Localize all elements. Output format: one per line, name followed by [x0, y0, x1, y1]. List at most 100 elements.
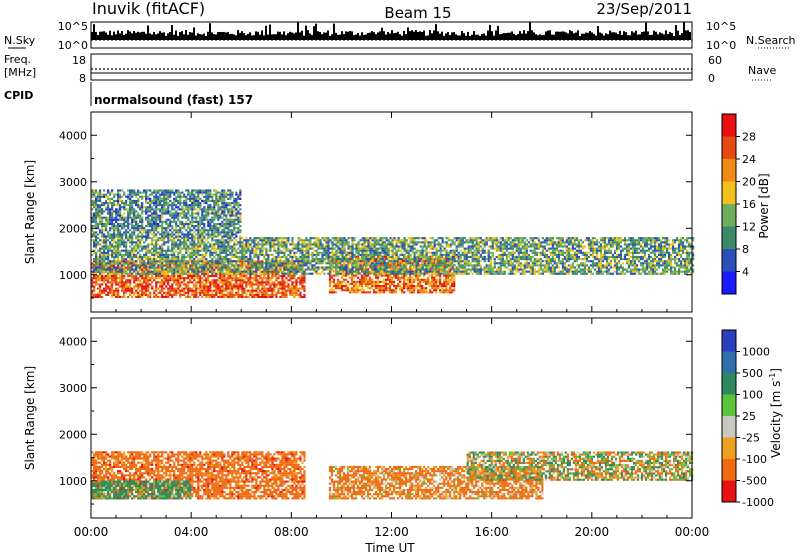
heatmap-cell [397, 278, 400, 281]
heatmap-cell [281, 241, 284, 244]
noise-bar [209, 23, 211, 40]
heatmap-cell [368, 272, 372, 275]
heatmap-cell [103, 260, 106, 263]
heatmap-cell [335, 251, 338, 254]
heatmap-cell [373, 264, 376, 267]
heatmap-cell [273, 281, 276, 284]
heatmap-cell [237, 266, 240, 269]
heatmap-cell [443, 272, 446, 275]
heatmap-cell [243, 291, 246, 294]
heatmap-cell [403, 274, 406, 277]
heatmap-cell [409, 262, 412, 265]
heatmap-cell [107, 260, 110, 263]
heatmap-cell [373, 247, 376, 250]
heatmap-cell [135, 283, 138, 286]
noise-bar [347, 31, 349, 40]
heatmap-cell [151, 275, 154, 278]
heatmap-cell [275, 277, 278, 280]
heatmap-cell [443, 268, 446, 271]
heatmap-cell [241, 277, 244, 280]
heatmap-cell [343, 266, 346, 269]
heatmap-cell [373, 243, 376, 246]
heatmap-cell [97, 279, 100, 282]
heatmap-cell [393, 245, 396, 248]
heatmap-cell [103, 262, 106, 265]
heatmap-cell [227, 262, 230, 265]
heatmap-cell [131, 272, 134, 275]
heatmap-cell [297, 237, 300, 240]
heatmap-cell [267, 262, 270, 265]
heatmap-cell [195, 247, 198, 250]
heatmap-cell [405, 255, 408, 259]
heatmap-cell [169, 279, 172, 282]
heatmap-cell [93, 272, 96, 275]
heatmap-cell [185, 287, 188, 290]
heatmap-cell [303, 241, 306, 244]
heatmap-cell [217, 289, 220, 292]
noise-bar [193, 27, 195, 40]
heatmap-cell [135, 245, 138, 248]
heatmap-cell [385, 243, 388, 246]
heatmap-cell [165, 268, 168, 271]
heatmap-cell [411, 280, 414, 283]
heatmap-cell [346, 266, 350, 269]
heatmap-cell [345, 264, 348, 267]
heatmap-cell [161, 247, 164, 250]
heatmap-cell [325, 253, 328, 256]
heatmap-cell [367, 239, 370, 242]
heatmap-cell [111, 275, 114, 278]
heatmap-cell [365, 237, 368, 240]
heatmap-cell [209, 287, 212, 290]
heatmap-cell [217, 262, 220, 265]
heatmap-cell [109, 289, 112, 292]
heatmap-cell [384, 282, 388, 286]
heatmap-cell [159, 277, 162, 280]
heatmap-cell [143, 279, 146, 282]
heatmap-cell [219, 293, 222, 296]
heatmap-cell [299, 293, 302, 296]
heatmap-cell [289, 272, 292, 275]
heatmap-cell [131, 237, 134, 240]
heatmap-cell [355, 270, 358, 273]
heatmap-cell [263, 247, 266, 250]
noise-bar [259, 34, 261, 40]
heatmap-cell [275, 291, 278, 294]
heatmap-cell [343, 255, 346, 259]
heatmap-cell [373, 239, 376, 242]
heatmap-cell [387, 247, 390, 250]
heatmap-cell [427, 251, 430, 254]
noise-bar [281, 34, 283, 40]
heatmap-cell [219, 279, 222, 282]
heatmap-cell [127, 279, 130, 282]
heatmap-cell [411, 287, 414, 290]
heatmap-cell [237, 287, 240, 290]
heatmap-cell [409, 258, 412, 261]
cpid-value: normalsound (fast) 157 [94, 93, 253, 107]
heatmap-cell [381, 255, 384, 259]
heatmap-cell [283, 279, 286, 282]
heatmap-cell [161, 275, 164, 278]
heatmap-cell [203, 243, 206, 246]
heatmap-cell [419, 274, 422, 277]
heatmap-cell [163, 291, 166, 294]
heatmap-cell [383, 249, 386, 252]
heatmap-cell [107, 255, 110, 259]
heatmap-cell [399, 249, 402, 252]
heatmap-cell [163, 258, 166, 261]
heatmap-cell [165, 258, 168, 261]
heatmap-cell [121, 283, 124, 286]
heatmap-cell [181, 255, 184, 259]
heatmap-cell [245, 275, 248, 278]
noise-bar [409, 31, 411, 40]
heatmap-cell [239, 287, 242, 290]
heatmap-cell [391, 251, 394, 254]
heatmap-cell [183, 287, 186, 290]
heatmap-cell [155, 241, 158, 244]
heatmap-cell [425, 247, 428, 250]
heatmap-cell [121, 275, 124, 278]
heatmap-cell [374, 282, 378, 286]
noise-bar [533, 32, 535, 40]
heatmap-cell [245, 295, 248, 299]
heatmap-cell [327, 253, 330, 256]
heatmap-cell [233, 255, 236, 259]
